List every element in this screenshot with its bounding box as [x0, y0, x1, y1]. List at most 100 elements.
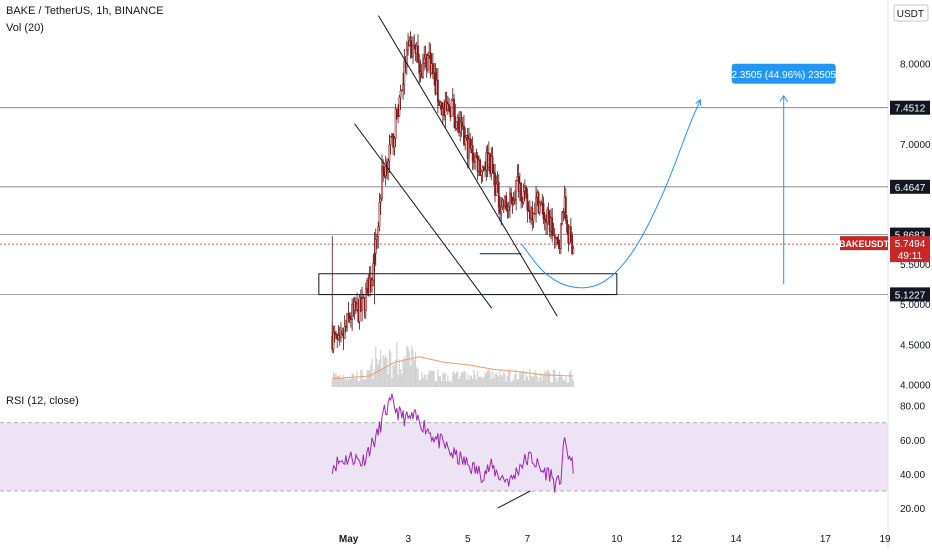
volume-bar — [491, 371, 494, 387]
volume-bar — [475, 379, 477, 387]
volume-bar — [495, 372, 497, 387]
candle-body — [460, 121, 463, 127]
candle — [463, 114, 465, 147]
volume-bar — [349, 376, 351, 387]
candle-body — [509, 192, 511, 208]
candle-body — [348, 315, 351, 319]
volume-bar — [468, 379, 470, 387]
volume-bar — [531, 376, 533, 387]
volume-bar — [525, 373, 527, 387]
candle-body — [417, 45, 419, 63]
candle — [444, 91, 447, 128]
time-tick-label: 7 — [525, 534, 531, 545]
volume-bar — [552, 369, 555, 387]
volume-bar — [452, 372, 454, 387]
volume-bar — [542, 374, 545, 387]
volume-bar — [406, 345, 408, 387]
candle — [333, 325, 336, 343]
volume-bar — [387, 374, 389, 387]
volume-bar — [509, 369, 511, 387]
candle-body — [464, 137, 467, 145]
volume-bar — [474, 374, 476, 387]
volume-bar — [357, 381, 359, 387]
candle — [400, 89, 403, 92]
candle-body — [566, 219, 569, 233]
symbol-title: BAKE / TetherUS, 1h, BINANCE — [6, 5, 164, 17]
candle — [347, 301, 350, 323]
volume-bar — [393, 365, 395, 387]
volume-bar — [427, 374, 429, 387]
volume-bar — [361, 370, 363, 387]
candle-body — [389, 135, 392, 146]
volume-bar — [347, 380, 350, 387]
rsi-indicator-label[interactable]: RSI (12, close) — [6, 395, 79, 407]
volume-bar — [413, 360, 415, 387]
projection-curve — [521, 99, 701, 289]
candle-body — [407, 45, 409, 51]
volume-bar — [529, 368, 531, 387]
candle-body — [510, 192, 513, 198]
candle — [512, 192, 515, 206]
candle — [494, 163, 496, 203]
candle — [371, 277, 373, 293]
candle — [412, 36, 414, 64]
volume-bar — [482, 378, 484, 387]
volume-bar — [380, 349, 382, 387]
candle-body — [511, 196, 514, 204]
volume-bar — [572, 380, 574, 387]
volume-bar — [386, 357, 388, 387]
candle — [450, 98, 453, 118]
candle-body — [512, 200, 515, 204]
volume-bar — [539, 377, 541, 387]
volume-bar — [462, 372, 464, 387]
candle-body — [556, 237, 559, 240]
volume-bar — [545, 372, 547, 387]
rsi-tick-label: 20.00 — [900, 504, 925, 515]
volume-bar — [433, 370, 435, 387]
candle — [474, 152, 477, 170]
candle-body — [395, 108, 398, 117]
volume-bar — [493, 378, 495, 387]
volume-bar — [467, 373, 469, 387]
candle-body — [571, 235, 573, 254]
rsi-band — [0, 422, 888, 491]
candle — [479, 158, 482, 177]
candle-body — [450, 99, 453, 117]
level-badge-text: 5.8683 — [895, 231, 926, 242]
volume-bar — [532, 376, 535, 387]
volume-bar — [335, 372, 337, 387]
candle — [368, 266, 371, 297]
volume-bar — [500, 374, 502, 387]
volume-bar — [332, 372, 335, 387]
candle — [535, 185, 537, 223]
countdown-text: 49:11 — [898, 251, 923, 262]
volume-bar — [551, 382, 553, 387]
volume-bar — [395, 359, 397, 387]
volume-bar — [458, 379, 460, 387]
volume-bar — [571, 377, 573, 387]
level-badge: 6.4647 — [890, 179, 930, 194]
candle-body — [480, 170, 483, 176]
volume-bar — [535, 373, 537, 387]
candle — [469, 132, 472, 154]
candle-body — [340, 333, 342, 338]
volume-bar — [358, 380, 361, 387]
candle-body — [418, 62, 421, 74]
candle — [377, 221, 380, 249]
rsi-line — [331, 393, 574, 493]
candle-body — [364, 288, 367, 311]
candle-body — [394, 108, 397, 139]
candle — [340, 322, 342, 343]
candle — [520, 181, 523, 209]
candle-body — [514, 199, 516, 201]
candle — [525, 185, 528, 199]
candle — [511, 196, 514, 214]
candle-body — [559, 223, 562, 249]
candle — [376, 233, 378, 249]
volume-bar — [398, 359, 400, 387]
volume-bar — [457, 371, 459, 387]
volume-bar — [403, 356, 405, 387]
volume-bar — [428, 370, 430, 387]
candle — [343, 315, 346, 339]
volume-indicator-label[interactable]: Vol (20) — [6, 22, 44, 34]
